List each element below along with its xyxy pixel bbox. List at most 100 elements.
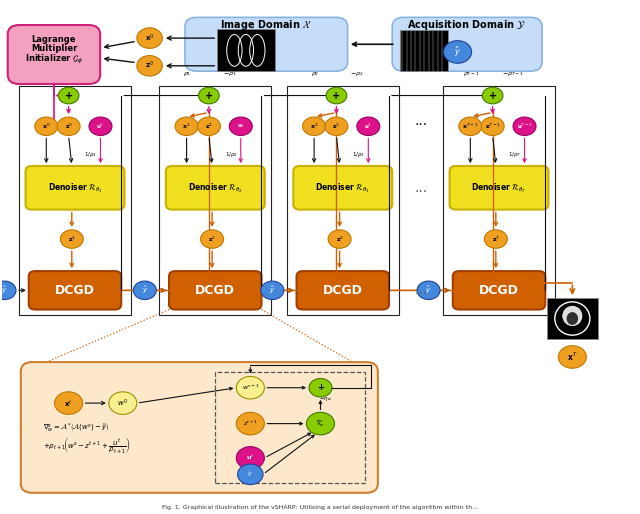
Text: $\tilde{y}$: $\tilde{y}$ <box>269 285 276 296</box>
Text: +: + <box>332 90 340 101</box>
Ellipse shape <box>563 306 582 326</box>
Text: $\mathbf{z}^T$: $\mathbf{z}^T$ <box>492 234 500 244</box>
Circle shape <box>483 87 503 104</box>
FancyBboxPatch shape <box>185 17 348 71</box>
Circle shape <box>444 41 472 63</box>
Circle shape <box>137 56 163 76</box>
Circle shape <box>58 87 79 104</box>
Text: $-\rho_{T-1}$: $-\rho_{T-1}$ <box>502 70 524 78</box>
Text: $\mathbf{x}^{T-1}$: $\mathbf{x}^{T-1}$ <box>462 122 479 131</box>
FancyBboxPatch shape <box>169 271 262 309</box>
Text: $\mathbf{x}^t$: $\mathbf{x}^t$ <box>64 398 73 409</box>
Circle shape <box>309 378 332 397</box>
Text: $\tilde{y}$: $\tilde{y}$ <box>454 45 461 59</box>
Text: $-\eta_w$: $-\eta_w$ <box>319 395 332 403</box>
FancyBboxPatch shape <box>452 271 545 309</box>
FancyBboxPatch shape <box>392 17 542 71</box>
Text: $\mathbf{z}^0$: $\mathbf{z}^0$ <box>65 122 73 131</box>
Circle shape <box>513 117 536 136</box>
FancyBboxPatch shape <box>217 29 275 71</box>
Text: $\rho_2$: $\rho_2$ <box>310 70 319 78</box>
Text: DCGD: DCGD <box>479 284 519 297</box>
Text: $\tilde{y}$: $\tilde{y}$ <box>248 470 253 479</box>
FancyBboxPatch shape <box>293 166 392 210</box>
Text: Multiplier: Multiplier <box>31 44 77 53</box>
Text: DCGD: DCGD <box>55 284 95 297</box>
Circle shape <box>237 464 263 485</box>
Text: Denoiser $\mathcal{R}_{\theta_1}$: Denoiser $\mathcal{R}_{\theta_1}$ <box>47 181 102 195</box>
Text: $\mathbf{z}^1$: $\mathbf{z}^1$ <box>205 122 213 131</box>
Circle shape <box>357 117 380 136</box>
Text: +: + <box>488 90 497 101</box>
Text: $\mathbf{x}^2$: $\mathbf{x}^2$ <box>310 122 318 131</box>
Text: Image Domain $\mathcal{X}$: Image Domain $\mathcal{X}$ <box>220 18 312 32</box>
Text: $1/\rho_1$: $1/\rho_1$ <box>84 150 97 159</box>
Text: $1/\rho_3$: $1/\rho_3$ <box>352 150 365 159</box>
Text: +: + <box>65 90 73 101</box>
Text: Denoiser $\mathcal{R}_{\theta_2}$: Denoiser $\mathcal{R}_{\theta_2}$ <box>188 181 243 195</box>
Text: $\mathbf{u}^0$: $\mathbf{u}^0$ <box>97 122 104 131</box>
Circle shape <box>236 376 264 399</box>
Text: ...: ... <box>414 283 428 297</box>
Text: +: + <box>317 383 324 392</box>
Text: $\mathbf{z}^2$: $\mathbf{z}^2$ <box>208 234 216 244</box>
Circle shape <box>417 281 440 300</box>
Circle shape <box>303 117 326 136</box>
FancyBboxPatch shape <box>26 166 124 210</box>
Text: $\mathbf{u}^2$: $\mathbf{u}^2$ <box>364 122 372 131</box>
Text: $\rho_1$: $\rho_1$ <box>183 70 191 78</box>
Text: $-\rho_2$: $-\rho_2$ <box>350 70 364 78</box>
Text: $+\rho_{t+1}\!\left(w^s - z^{t+1} + \dfrac{u^t}{\rho_{t+1}}\right)$: $+\rho_{t+1}\!\left(w^s - z^{t+1} + \dfr… <box>43 435 131 455</box>
FancyBboxPatch shape <box>8 25 100 84</box>
Circle shape <box>137 28 163 48</box>
Circle shape <box>133 281 156 300</box>
Circle shape <box>328 230 351 248</box>
Text: DCGD: DCGD <box>195 284 236 297</box>
Text: $\mathbf{x}^1$: $\mathbf{x}^1$ <box>182 122 191 131</box>
Circle shape <box>197 117 220 136</box>
Circle shape <box>558 346 586 368</box>
Text: $\rho_{T-1}$: $\rho_{T-1}$ <box>463 70 479 78</box>
Text: $-\rho_1$: $-\rho_1$ <box>223 70 236 78</box>
Text: $w^{s-1}$: $w^{s-1}$ <box>242 383 259 392</box>
Text: ...: ... <box>414 181 428 195</box>
Circle shape <box>54 392 83 414</box>
Ellipse shape <box>566 312 578 325</box>
Circle shape <box>229 117 252 136</box>
Text: $\tilde{y}$: $\tilde{y}$ <box>141 285 148 296</box>
Text: $\mathbf{x}^0$: $\mathbf{x}^0$ <box>145 32 154 44</box>
Text: $\nabla_w^s$: $\nabla_w^s$ <box>316 418 325 429</box>
Circle shape <box>200 230 223 248</box>
Circle shape <box>236 447 264 469</box>
Circle shape <box>459 117 482 136</box>
Circle shape <box>89 117 112 136</box>
Text: $\tilde{y}$: $\tilde{y}$ <box>1 285 8 296</box>
Text: $\mathbf{x}^T$: $\mathbf{x}^T$ <box>567 351 578 363</box>
Circle shape <box>60 230 83 248</box>
Circle shape <box>481 117 504 136</box>
Circle shape <box>484 230 508 248</box>
Circle shape <box>175 117 198 136</box>
Circle shape <box>236 412 264 435</box>
Text: ...: ... <box>414 114 428 128</box>
Circle shape <box>326 87 347 104</box>
Text: $\mathbf{u}_1$: $\mathbf{u}_1$ <box>237 122 245 130</box>
FancyBboxPatch shape <box>296 271 389 309</box>
Text: +: + <box>205 90 213 101</box>
Text: Denoiser $\mathcal{R}_{\theta_T}$: Denoiser $\mathcal{R}_{\theta_T}$ <box>472 181 527 195</box>
Text: DCGD: DCGD <box>323 284 363 297</box>
Text: $z^{t+1}$: $z^{t+1}$ <box>243 419 258 428</box>
FancyBboxPatch shape <box>450 166 548 210</box>
Text: Acquisition Domain $\mathcal{Y}$: Acquisition Domain $\mathcal{Y}$ <box>408 18 527 32</box>
Circle shape <box>198 87 220 104</box>
Text: $\nabla_w^s = \mathcal{A}^*\!\left(\mathcal{A}(w^s)-\tilde{y}\right)$: $\nabla_w^s = \mathcal{A}^*\!\left(\math… <box>43 422 109 435</box>
Text: $\tilde{y}$: $\tilde{y}$ <box>426 285 432 296</box>
Text: $\mathbf{u}^t$: $\mathbf{u}^t$ <box>246 453 255 463</box>
FancyBboxPatch shape <box>547 298 598 339</box>
Text: $\mathbf{z}^1$: $\mathbf{z}^1$ <box>68 234 76 244</box>
FancyBboxPatch shape <box>29 271 121 309</box>
FancyBboxPatch shape <box>400 30 448 71</box>
FancyBboxPatch shape <box>20 362 378 493</box>
FancyBboxPatch shape <box>166 166 265 210</box>
Text: $\mathbf{z}^{T-1}$: $\mathbf{z}^{T-1}$ <box>484 122 500 131</box>
